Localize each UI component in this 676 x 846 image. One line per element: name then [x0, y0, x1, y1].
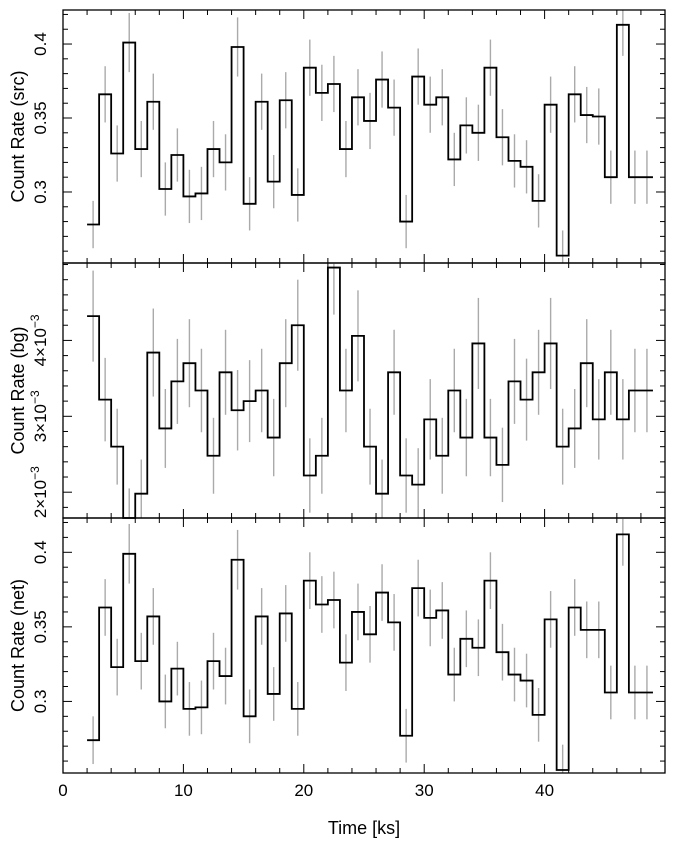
x-tick-label-3: 30 [415, 781, 434, 800]
x-axis-title: Time [ks] [328, 818, 400, 838]
y-tick-label-bg-1: 3×10−3 [28, 390, 50, 442]
frame-src [62, 9, 666, 264]
y-tick-label-src-2: 0.4 [31, 32, 50, 56]
y-tick-label-src-1: 0.35 [31, 101, 50, 134]
x-tick-label-4: 40 [535, 781, 554, 800]
y-tick-label-net-0: 0.3 [31, 690, 50, 714]
y-tick-label-bg-2: 4×10−3 [28, 314, 50, 366]
step-line-bg [87, 266, 653, 519]
y-axis-title-bg: Count Rate (bg) [8, 326, 28, 454]
y-tick-label-bg-0: 2×10−3 [28, 466, 50, 518]
step-line-src [87, 23, 653, 257]
y-axis-title-net: Count Rate (net) [8, 579, 28, 712]
y-tick-label-net-1: 0.35 [31, 610, 50, 643]
frame-net [62, 517, 666, 774]
y-tick-label-net-2: 0.4 [31, 540, 50, 564]
x-tick-label-2: 20 [294, 781, 313, 800]
step-line-net [87, 533, 653, 771]
x-tick-label-0: 0 [58, 781, 67, 800]
y-tick-label-src-0: 0.3 [31, 180, 50, 204]
y-axis-title-src: Count Rate (src) [8, 70, 28, 202]
x-tick-label-1: 10 [174, 781, 193, 800]
